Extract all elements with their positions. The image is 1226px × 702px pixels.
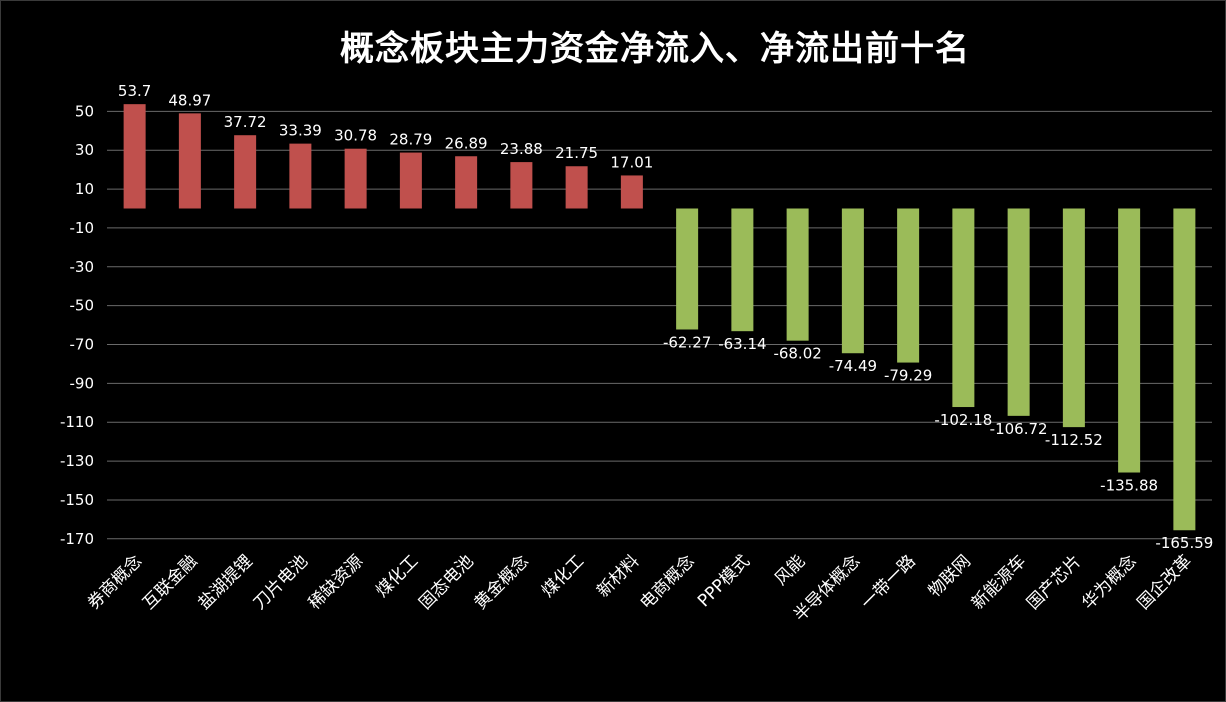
category-label: 固态电池 [415,551,477,613]
data-label: 21.75 [555,144,598,162]
category-label: 一带一路 [857,551,919,613]
bar [620,175,643,209]
category-label: 新材料 [593,551,643,601]
y-tick-label: 10 [75,180,94,198]
bar [234,135,257,209]
bar [786,208,809,341]
chart-title: 概念板块主力资金净流入、净流出前十名 [340,29,970,69]
y-tick-label: -50 [70,297,95,315]
data-label: 23.88 [500,140,543,158]
data-label: 17.01 [610,153,653,171]
data-label: -165.59 [1155,534,1213,552]
category-label: 黄金概念 [470,551,533,614]
data-label: -63.14 [718,335,766,353]
category-label: 互联金融 [139,551,201,613]
bar [455,156,478,209]
bar [731,208,754,332]
data-label: -79.29 [884,367,932,385]
data-label: 30.78 [334,127,377,145]
y-tick-label: 50 [75,102,94,120]
bar [123,104,146,209]
category-label: 华为概念 [1078,551,1141,614]
data-label: 33.39 [279,122,322,140]
bar [676,208,699,330]
category-label: 盐湖提锂 [194,551,256,613]
bar [1118,208,1141,473]
bar [399,152,422,209]
category-label: 稀缺资源 [305,551,367,613]
category-label: 刀片电池 [250,551,312,613]
category-label: 新能源车 [968,551,1030,613]
gridlines [107,110,1212,540]
data-label: 26.89 [445,134,488,152]
bar [289,143,312,209]
data-label: -74.49 [829,357,877,375]
category-label: 煤化工 [372,551,422,601]
y-tick-label: -150 [60,491,94,509]
data-label: 37.72 [224,113,267,131]
data-label: -112.52 [1045,431,1103,449]
bar [841,208,864,354]
category-label: 煤化工 [538,551,588,601]
y-tick-label: -30 [70,258,95,276]
y-tick-label: -110 [60,413,94,431]
category-label: 电商概念 [636,551,699,614]
data-label: 48.97 [168,91,211,109]
data-labels: 53.7 48.97 37.72 33.39 30.78 28.79 26.89 23.88 2… [118,82,1213,552]
data-label: 53.7 [118,82,151,100]
y-tick-label: -90 [70,374,95,392]
data-label: -102.18 [934,411,992,429]
y-tick-label: -130 [60,452,94,470]
y-tick-label: -170 [60,530,94,548]
data-label: 28.79 [389,131,432,149]
category-label: PPP模式 [694,551,754,611]
bar [178,113,201,209]
category-label: 风能 [771,551,809,589]
bar [510,162,533,209]
data-label: -106.72 [990,420,1048,438]
y-axis-ticks: 50 30 10 -10 -30 -50 -70 -90 -110 -130 -150 -170 [60,102,94,547]
category-label: 国产芯片 [1023,551,1085,613]
bar [1062,208,1085,428]
y-tick-label: -10 [70,219,95,237]
bar [897,208,920,363]
bar [952,208,975,408]
bar [565,166,588,209]
bars [123,104,1196,531]
category-label: 国企改革 [1134,551,1196,613]
data-label: -62.27 [663,333,711,351]
data-label: -135.88 [1100,477,1158,495]
bar [1173,208,1196,531]
category-label: 物联网 [925,551,975,601]
data-label: -68.02 [773,345,821,363]
bar [1007,208,1030,416]
category-label: 券商概念 [83,551,146,614]
y-tick-label: 30 [75,141,94,159]
y-tick-label: -70 [70,336,95,354]
bar [344,148,367,209]
